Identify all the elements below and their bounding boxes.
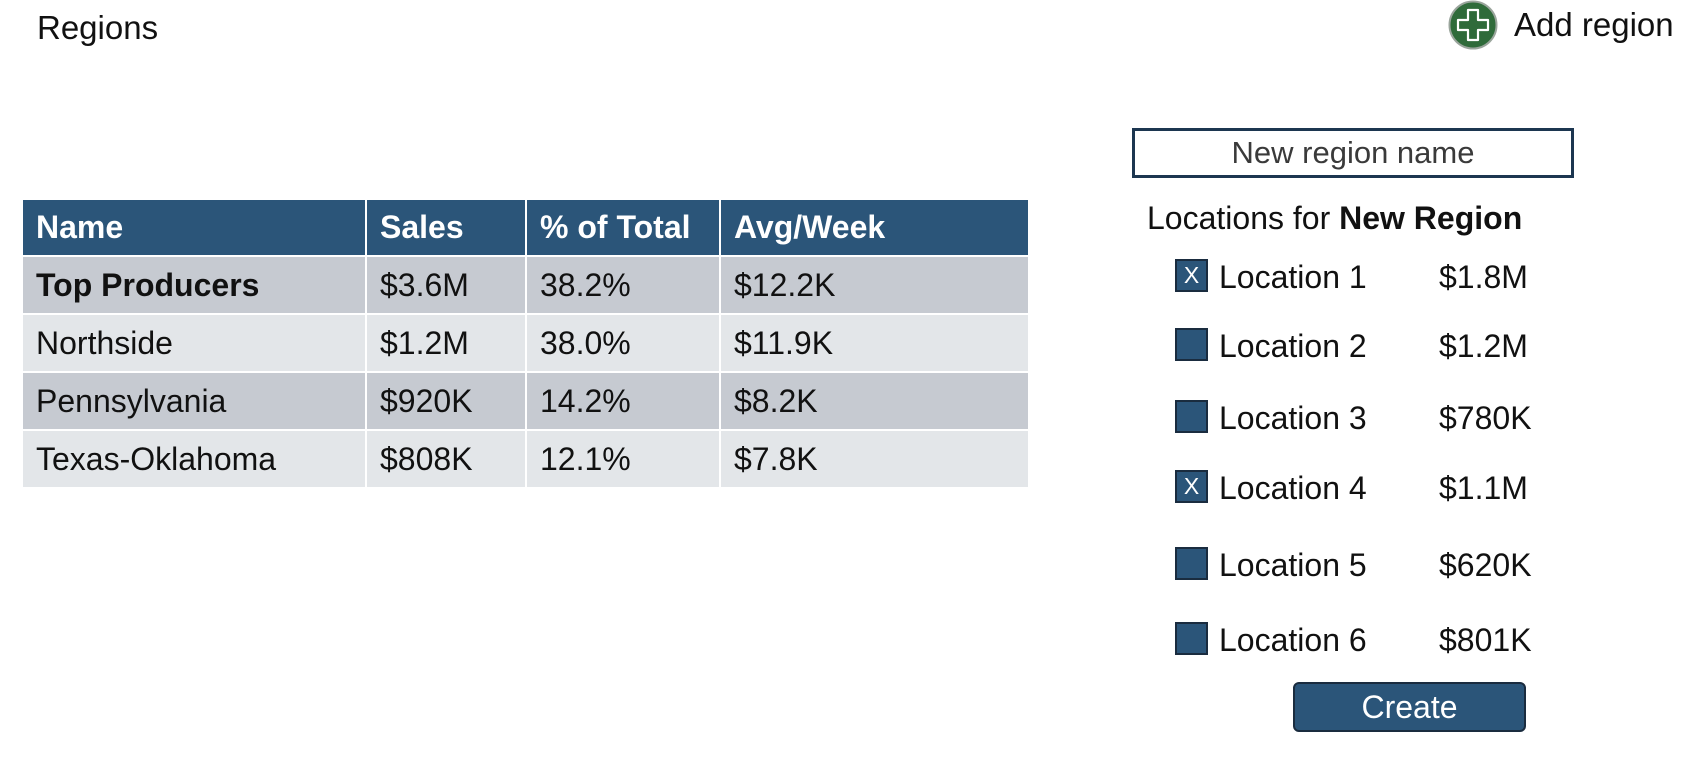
- location-checkbox[interactable]: [1175, 328, 1208, 361]
- cell-avg-week: $7.8K: [719, 429, 1028, 487]
- location-option-1[interactable]: X Location 1 $1.8M: [1175, 257, 1555, 297]
- cell-sales: $808K: [365, 429, 526, 487]
- location-option-5[interactable]: Location 5 $620K: [1175, 545, 1555, 585]
- column-header-avg-week[interactable]: Avg/Week: [719, 200, 1028, 256]
- location-name: Location 4: [1219, 470, 1367, 506]
- column-header-sales[interactable]: Sales: [365, 200, 526, 256]
- cell-percent: 14.2%: [525, 371, 720, 430]
- location-checkbox[interactable]: X: [1175, 470, 1208, 503]
- table-row[interactable]: Pennsylvania $920K 14.2% $8.2K: [23, 371, 1028, 430]
- location-amount: $780K: [1439, 400, 1532, 436]
- location-option-4[interactable]: X Location 4 $1.1M: [1175, 468, 1555, 508]
- locations-heading-region-name: New Region: [1339, 200, 1523, 236]
- table-row[interactable]: Northside $1.2M 38.0% $11.9K: [23, 313, 1028, 372]
- column-header-name[interactable]: Name: [23, 200, 366, 256]
- cell-sales: $3.6M: [365, 255, 526, 314]
- location-name: Location 3: [1219, 400, 1367, 436]
- location-name: Location 2: [1219, 328, 1367, 364]
- page-title: Regions: [37, 9, 159, 46]
- location-name: Location 1: [1219, 259, 1367, 295]
- table-row[interactable]: Texas-Oklahoma $808K 12.1% $7.8K: [23, 429, 1028, 487]
- location-amount: $620K: [1439, 547, 1532, 583]
- location-amount: $801K: [1439, 622, 1532, 658]
- location-amount: $1.1M: [1439, 470, 1528, 506]
- location-name: Location 6: [1219, 622, 1367, 658]
- location-option-3[interactable]: Location 3 $780K: [1175, 398, 1555, 438]
- new-region-name-input[interactable]: [1132, 128, 1574, 178]
- locations-heading-prefix: Locations for: [1147, 200, 1331, 236]
- regions-table: Name Sales % of Total Avg/Week Top Produ…: [23, 200, 1028, 487]
- cell-name: Pennsylvania: [23, 371, 366, 430]
- cell-percent: 38.0%: [525, 313, 720, 372]
- location-amount: $1.8M: [1439, 259, 1528, 295]
- table-header-row: Name Sales % of Total Avg/Week: [23, 200, 1028, 256]
- cell-name: Top Producers: [23, 255, 366, 314]
- cell-name: Texas-Oklahoma: [23, 429, 366, 487]
- cell-name: Northside: [23, 313, 366, 372]
- location-amount: $1.2M: [1439, 328, 1528, 364]
- add-region-label: Add region: [1514, 6, 1674, 43]
- plus-circle-icon[interactable]: [1448, 0, 1498, 50]
- cell-avg-week: $8.2K: [719, 371, 1028, 430]
- location-name: Location 5: [1219, 547, 1367, 583]
- cell-percent: 12.1%: [525, 429, 720, 487]
- location-checkbox[interactable]: X: [1175, 259, 1208, 292]
- locations-heading: Locations for New Region: [1147, 196, 1522, 240]
- column-header-percent-of-total[interactable]: % of Total: [525, 200, 720, 256]
- cell-sales: $1.2M: [365, 313, 526, 372]
- cell-sales: $920K: [365, 371, 526, 430]
- location-checkbox[interactable]: [1175, 547, 1208, 580]
- table-row[interactable]: Top Producers $3.6M 38.2% $12.2K: [23, 255, 1028, 314]
- cell-avg-week: $11.9K: [719, 313, 1028, 372]
- location-checkbox[interactable]: [1175, 400, 1208, 433]
- location-option-2[interactable]: Location 2 $1.2M: [1175, 326, 1555, 366]
- location-option-6[interactable]: Location 6 $801K: [1175, 620, 1555, 660]
- cell-percent: 38.2%: [525, 255, 720, 314]
- create-button[interactable]: Create: [1293, 682, 1526, 732]
- location-checkbox[interactable]: [1175, 622, 1208, 655]
- cell-avg-week: $12.2K: [719, 255, 1028, 314]
- add-region-button[interactable]: Add region: [1448, 0, 1674, 50]
